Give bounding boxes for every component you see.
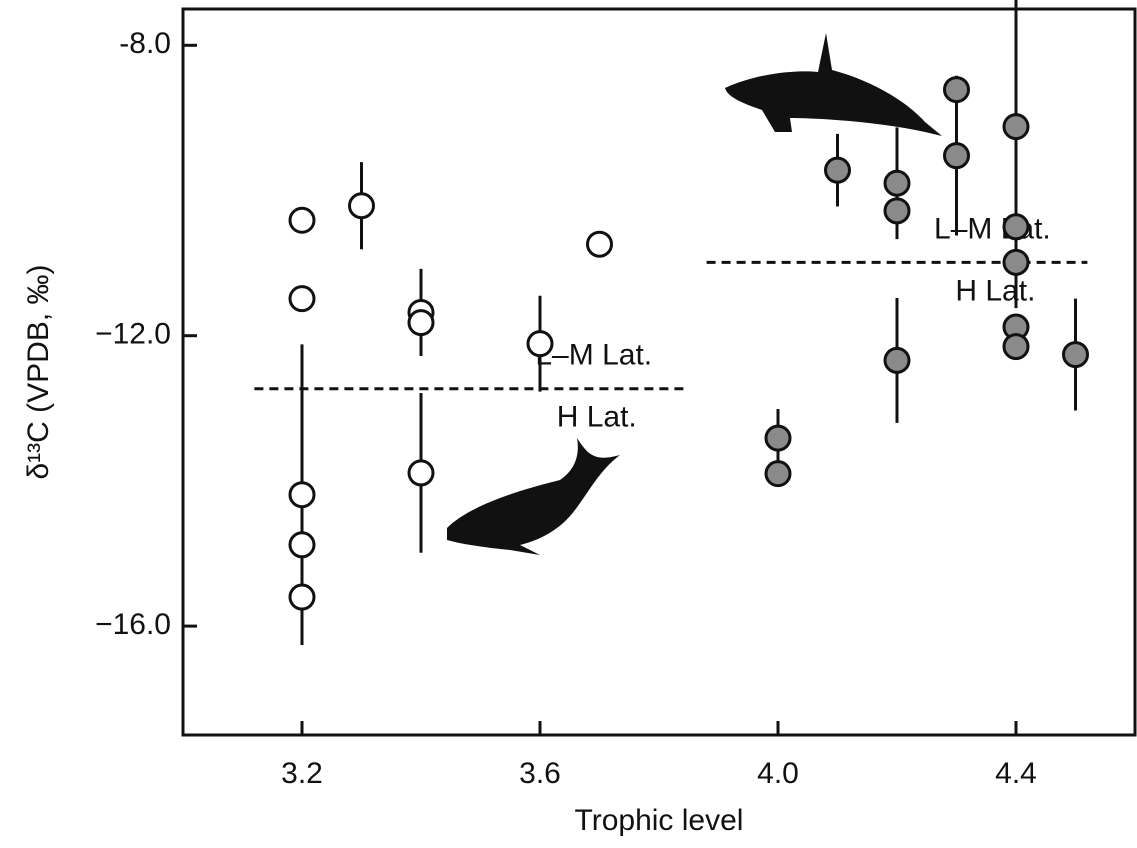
data-point (290, 208, 314, 232)
plot-frame (183, 9, 1135, 735)
data-point (826, 158, 850, 182)
latitude-label: H Lat. (955, 274, 1035, 307)
data-point (290, 585, 314, 609)
data-point (409, 461, 433, 485)
data-point (290, 483, 314, 507)
data-point (290, 287, 314, 311)
whale-silhouette (447, 438, 620, 555)
data-point (290, 533, 314, 557)
data-point (945, 78, 969, 102)
data-point (945, 144, 969, 168)
x-tick-label: 3.6 (519, 757, 561, 790)
data-point (766, 426, 790, 450)
x-axis-label: Trophic level (575, 804, 744, 837)
data-point (528, 332, 552, 356)
y-tick-label: -8.0 (119, 27, 171, 60)
data-point (885, 348, 909, 372)
data-point (766, 462, 790, 486)
chart: Trophic level δ¹³C (VPDB, ‰) 3.2 3.6 4.0 4.… (0, 0, 1137, 843)
x-tick-label: 4.4 (995, 757, 1037, 790)
y-axis-label: δ¹³C (VPDB, ‰) (22, 264, 55, 479)
data-point (1004, 215, 1028, 239)
x-tick-label: 3.2 (281, 757, 323, 790)
y-tick-label: −12.0 (95, 318, 171, 351)
data-point (1004, 250, 1028, 274)
data-point (1004, 115, 1028, 139)
orca-silhouette (725, 33, 942, 136)
latitude-label: L–M Lat. (934, 212, 1051, 245)
latitude-label: H Lat. (557, 401, 637, 434)
data-point (885, 171, 909, 195)
x-tick-label: 4.0 (757, 757, 799, 790)
data-point (1004, 335, 1028, 359)
data-point (409, 311, 433, 335)
data-point (885, 199, 909, 223)
y-tick-label: −16.0 (95, 608, 171, 641)
data-point (350, 194, 374, 218)
data-point (1064, 343, 1088, 367)
data-point (588, 232, 612, 256)
